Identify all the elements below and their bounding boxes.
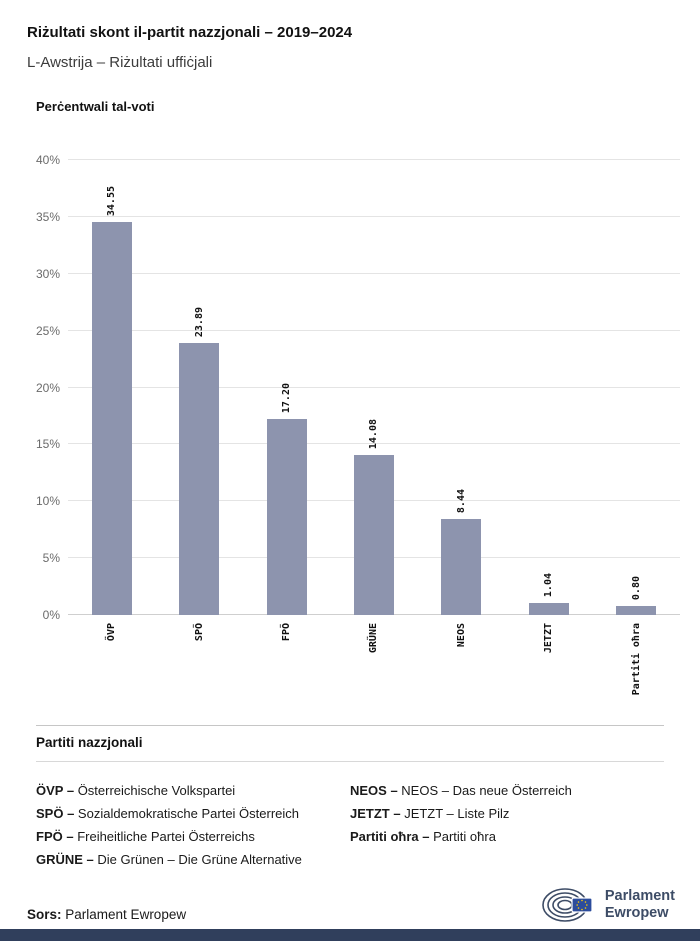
legend-item-abbr: JETZT – [350, 806, 405, 821]
legend-item-name: Österreichische Volkspartei [77, 783, 236, 798]
y-axis-tick-label: 40% [35, 153, 60, 167]
bars-row: 34.55 23.89 17.20 14.08 8.44 1.04 0.80 [68, 160, 680, 615]
legend-item: NEOS – NEOS – Das neue Österreich [350, 779, 664, 802]
x-axis-category-label: FPÖ [281, 623, 293, 642]
legend-item-name: NEOS – Das neue Österreich [401, 783, 572, 798]
bar-slot: 14.08 [330, 160, 417, 615]
bar-slot: 8.44 [418, 160, 505, 615]
legend-section: Partiti nazzjonali ÖVP – Österreichische… [36, 725, 664, 871]
y-axis-tick-label: 5% [42, 551, 60, 566]
x-axis-category-label: GRÜNE [368, 623, 380, 654]
legend-item-abbr: ÖVP – [36, 783, 78, 798]
source-line: Sors: Parlament Ewropew [27, 907, 186, 922]
x-label-slot: SPÖ [155, 615, 242, 711]
legend-item-name: Sozialdemokratische Partei Österreich [77, 806, 300, 821]
page-subtitle: L-Awstrija – Riżultati uffiċjali [27, 54, 213, 71]
gridline [68, 386, 680, 388]
header: Riżultati skont il-partit nazzjonali – 2… [0, 0, 700, 71]
bar-slot: 34.55 [68, 160, 155, 615]
ep-logo-icon [542, 888, 593, 922]
bar-value-label: 34.55 [106, 185, 118, 216]
x-axis-category-label: Partiti oħra [630, 623, 642, 696]
legend-item: GRÜNE – Die Grünen – Die Grüne Alternati… [36, 848, 350, 871]
bar [179, 343, 220, 615]
bar [616, 605, 657, 615]
source-label: Sors: [27, 907, 62, 922]
footer-bar [0, 929, 700, 941]
y-axis-tick-label: 35% [35, 209, 60, 224]
legend-item-abbr: Partiti oħra – [350, 829, 434, 844]
y-axis-tick-label: 25% [35, 323, 60, 338]
page-title: Riżultati skont il-partit nazzjonali – 2… [27, 24, 353, 41]
legend-column-2: NEOS – NEOS – Das neue Österreich JETZT –… [350, 779, 664, 871]
gridline [68, 272, 680, 274]
x-labels-row: ÖVP SPÖ FPÖ GRÜNE NEOS JETZT Partiti oħra [68, 615, 680, 711]
legend-item-abbr: GRÜNE – [36, 852, 98, 867]
legend-item: Partiti oħra – Partiti oħra [350, 825, 664, 848]
y-axis-tick-label: 30% [35, 266, 60, 281]
legend-item-name: Freiheitliche Partei Österreichs [77, 829, 255, 844]
eu-flag-icon [571, 897, 593, 913]
legend-item-abbr: SPÖ – [36, 806, 78, 821]
ep-logo-text: Parlament Ewropew [605, 888, 675, 921]
legend-item-abbr: FPÖ – [36, 829, 78, 844]
legend-item-name: JETZT – Liste Pilz [404, 806, 510, 821]
bar [91, 222, 132, 615]
bar-value-label: 17.20 [281, 383, 293, 414]
legend-item-name: Die Grünen – Die Grüne Alternative [97, 852, 302, 867]
y-axis-tick-label: 0% [42, 608, 60, 622]
legend-item-abbr: NEOS – [350, 783, 402, 798]
gridline [68, 329, 680, 331]
source-value: Parlament Ewropew [65, 907, 187, 922]
gridline [68, 443, 680, 445]
legend-item: ÖVP – Österreichische Volkspartei [36, 779, 350, 802]
bar-slot: 17.20 [243, 160, 330, 615]
bar-value-label: 1.04 [543, 573, 555, 598]
legend-item: JETZT – JETZT – Liste Pilz [350, 802, 664, 825]
x-label-slot: NEOS [418, 615, 505, 711]
gridline [68, 159, 680, 160]
bar [528, 603, 569, 615]
bar-chart: 0% 5% 10% 15% 20% 25% 30% 35% 40% 34.55 23.89 17.2… [36, 153, 680, 622]
ep-logo-text-line1: Parlament [604, 888, 675, 905]
legend-item: FPÖ – Freiheitliche Partei Österreichs [36, 825, 350, 848]
legend-header: Partiti nazzjonali [36, 725, 664, 762]
bar-value-label: 0.80 [630, 575, 642, 600]
y-axis-tick-label: 20% [35, 380, 60, 395]
bar [441, 519, 482, 615]
legend-heading: Partiti nazzjonali [36, 735, 143, 750]
bar-slot: 1.04 [505, 160, 592, 615]
x-label-slot: GRÜNE [330, 615, 417, 711]
x-label-slot: FPÖ [243, 615, 330, 711]
bar-value-label: 23.89 [193, 307, 205, 338]
legend-column-1: ÖVP – Österreichische Volkspartei SPÖ – S… [36, 779, 350, 871]
bar-value-label: 14.08 [368, 418, 380, 449]
chart-title: Perċentwali tal-voti [36, 99, 155, 114]
x-axis-category-label: ÖVP [106, 623, 118, 642]
gridline [68, 215, 680, 217]
y-axis-tick-label: 15% [35, 437, 60, 452]
y-axis-tick-label: 10% [35, 494, 60, 509]
ep-logo-text-line2: Ewropew [604, 905, 669, 921]
bar-value-label: 8.44 [455, 488, 467, 513]
bar [353, 454, 394, 615]
bar [266, 419, 307, 615]
x-label-slot: Partiti oħra [593, 615, 680, 711]
x-label-slot: JETZT [505, 615, 592, 711]
x-axis-category-label: SPÖ [193, 623, 205, 642]
bar-slot: 23.89 [155, 160, 242, 615]
x-axis-category-label: NEOS [455, 623, 467, 648]
x-axis-category-label: JETZT [543, 623, 555, 654]
x-label-slot: ÖVP [68, 615, 155, 711]
legend-columns: ÖVP – Österreichische Volkspartei SPÖ – S… [36, 762, 664, 871]
legend-item-name: Partiti oħra [433, 829, 496, 844]
bar-slot: 0.80 [593, 160, 680, 615]
legend-item: SPÖ – Sozialdemokratische Partei Österre… [36, 802, 350, 825]
ep-logo-block: Parlament Ewropew [540, 885, 675, 925]
